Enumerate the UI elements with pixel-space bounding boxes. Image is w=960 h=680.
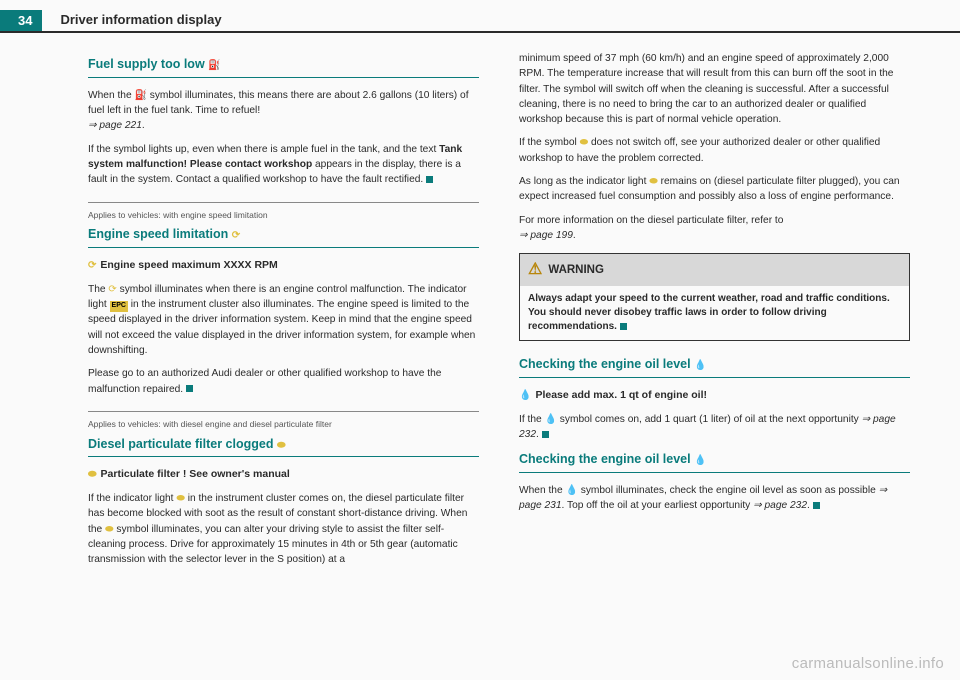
page-header: 34 Driver information display [0, 0, 960, 33]
heading-text: Engine speed limitation [88, 227, 228, 241]
page-content: Fuel supply too low ⛽ When the ⛽ symbol … [0, 51, 960, 576]
paragraph: For more information on the diesel parti… [519, 213, 910, 244]
section-heading-oil-level-2: Checking the engine oil level 💧 [519, 450, 910, 473]
paragraph: minimum speed of 37 mph (60 km/h) and an… [519, 51, 910, 127]
filter-icon: ⬬ [176, 493, 185, 504]
fuel-pump-icon: ⛽ [208, 60, 220, 71]
warning-body: Always adapt your speed to the current w… [520, 286, 909, 340]
fuel-pump-icon: ⛽ [134, 90, 146, 101]
section-heading-oil-level-1: Checking the engine oil level 💧 [519, 355, 910, 378]
page-reference: page 221 [88, 120, 142, 131]
heading-text: Diesel particulate filter clogged [88, 437, 273, 451]
section-end-icon [813, 502, 820, 509]
paragraph: As long as the indicator light ⬬ remains… [519, 174, 910, 205]
paragraph: If the symbol lights up, even when there… [88, 142, 479, 188]
section-end-icon [542, 431, 549, 438]
warning-header: ⚠ WARNING [520, 254, 909, 286]
paragraph: The ⟳ symbol illuminates when there is a… [88, 282, 479, 358]
applies-note: Applies to vehicles: with diesel engine … [88, 411, 479, 431]
paragraph: If the indicator light ⬬ in the instrume… [88, 491, 479, 567]
filter-icon: ⬬ [580, 137, 589, 148]
heading-text: Fuel supply too low [88, 57, 205, 71]
section-heading-fuel: Fuel supply too low ⛽ [88, 55, 479, 78]
paragraph: Please go to an authorized Audi dealer o… [88, 366, 479, 397]
chapter-title: Driver information display [60, 12, 221, 31]
epc-icon: EPC [110, 301, 128, 312]
section-end-icon [620, 323, 627, 330]
section-end-icon [426, 176, 433, 183]
sub-heading: ⬬Particulate filter ! See owner's manual [106, 467, 479, 483]
oil-can-icon: 💧 [694, 455, 706, 466]
filter-icon: ⬬ [277, 440, 286, 451]
heading-text: Checking the engine oil level [519, 357, 691, 371]
section-heading-engine-speed: Engine speed limitation ⟳ [88, 225, 479, 248]
speed-limit-icon: ⟳ [108, 284, 116, 295]
paragraph: When the 💧 symbol illuminates, check the… [519, 483, 910, 514]
oil-can-icon: 💧 [544, 414, 556, 425]
right-column: minimum speed of 37 mph (60 km/h) and an… [519, 51, 910, 576]
watermark: carmanualsonline.info [792, 655, 944, 672]
filter-icon: ⬬ [649, 176, 658, 187]
warning-triangle-icon: ⚠ [528, 258, 542, 282]
filter-icon: ⬬ [88, 469, 97, 480]
applies-note: Applies to vehicles: with engine speed l… [88, 202, 479, 222]
oil-can-icon: 💧 [565, 485, 577, 496]
oil-can-icon: 💧 [694, 360, 706, 371]
page-reference: page 199 [519, 230, 573, 241]
page-number: 34 [0, 10, 42, 31]
left-column: Fuel supply too low ⛽ When the ⛽ symbol … [88, 51, 479, 576]
section-heading-diesel-filter: Diesel particulate filter clogged ⬬ [88, 435, 479, 458]
sub-heading: 💧Please add max. 1 qt of engine oil! [537, 388, 910, 404]
paragraph: When the ⛽ symbol illuminates, this mean… [88, 88, 479, 134]
warning-box: ⚠ WARNING Always adapt your speed to the… [519, 253, 910, 341]
speed-limit-icon: ⟳ [232, 230, 240, 241]
paragraph: If the symbol ⬬ does not switch off, see… [519, 135, 910, 166]
page-reference: page 232 [753, 500, 807, 511]
paragraph: If the 💧 symbol comes on, add 1 quart (1… [519, 412, 910, 443]
warning-title: WARNING [548, 262, 604, 279]
heading-text: Checking the engine oil level [519, 452, 691, 466]
section-end-icon [186, 385, 193, 392]
sub-heading: ⟳Engine speed maximum XXXX RPM [106, 258, 479, 274]
speed-limit-icon: ⟳ [88, 260, 96, 271]
oil-can-icon: 💧 [519, 390, 531, 401]
filter-icon: ⬬ [105, 524, 114, 535]
